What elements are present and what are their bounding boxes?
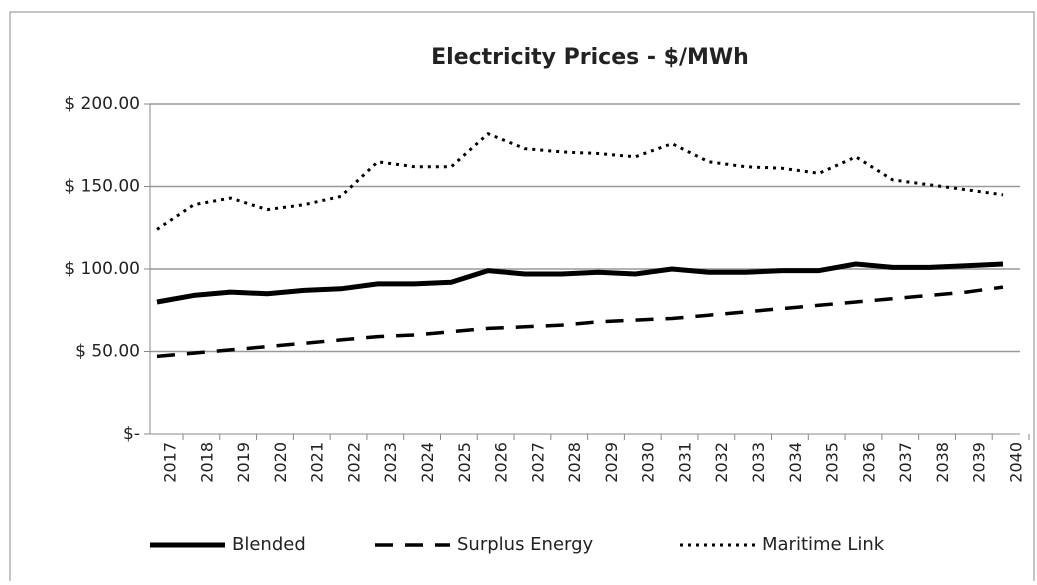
x-tick-label: 2028 (565, 442, 584, 483)
chart-title: Electricity Prices - $/MWh (431, 45, 749, 70)
y-tick-label: $ 100.00 (64, 259, 140, 279)
x-tick-label: 2030 (639, 442, 658, 483)
legend-label: Blended (232, 534, 306, 555)
x-tick-label: 2023 (381, 442, 400, 483)
x-tick-label: 2021 (308, 442, 327, 483)
x-tick-label: 2035 (823, 442, 842, 483)
x-tick-label: 2036 (859, 442, 878, 483)
x-tick-label: 2031 (675, 442, 694, 483)
x-tick-label: 2039 (970, 442, 989, 483)
series-line (156, 285, 1004, 359)
x-tick-label: 2020 (271, 442, 290, 483)
x-tick-label: 2027 (528, 442, 547, 483)
legend-label: Surplus Energy (457, 534, 594, 555)
x-tick-label: 2033 (749, 442, 768, 483)
x-tick-label: 2019 (234, 442, 253, 483)
series-line (156, 261, 1004, 305)
x-tick-label: 2037 (896, 442, 915, 483)
x-tick-label: 2024 (418, 442, 437, 483)
y-tick-label: $ 50.00 (75, 342, 140, 362)
y-tick-label: $- (123, 424, 140, 444)
x-tick-label: 2032 (712, 442, 731, 483)
x-tick-label: 2029 (602, 442, 621, 483)
x-tick-label: 2022 (344, 442, 363, 483)
x-tick-label: 2040 (1007, 442, 1026, 483)
x-tick-label: 2017 (161, 442, 180, 483)
x-tick-label: 2026 (492, 442, 511, 483)
x-tick-label: 2018 (197, 442, 216, 483)
y-tick-label: $ 200.00 (64, 94, 140, 114)
legend-label: Maritime Link (762, 534, 885, 555)
chart-border (9, 11, 1035, 585)
x-tick-label: 2025 (455, 442, 474, 483)
x-tick-label: 2034 (786, 442, 805, 483)
x-tick-label: 2038 (933, 442, 952, 483)
y-tick-label: $ 150.00 (64, 177, 140, 197)
